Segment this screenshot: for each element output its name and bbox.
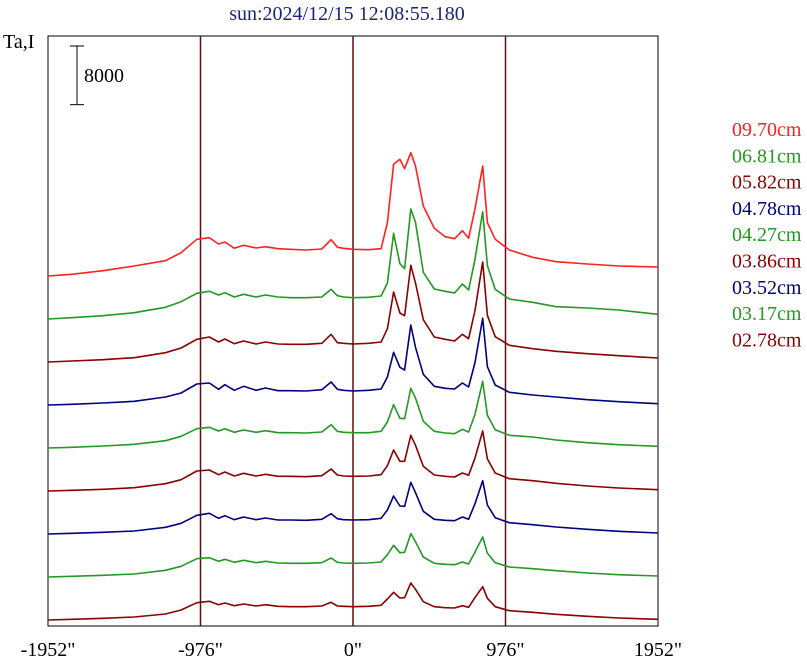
series-line-05.82cm bbox=[47, 261, 659, 363]
series-layer bbox=[47, 151, 659, 621]
legend-entry-05.82cm: 05.82cm bbox=[732, 172, 802, 194]
legend-entry-09.70cm: 09.70cm bbox=[732, 119, 802, 141]
series-line-06.81cm bbox=[47, 208, 659, 320]
legend-entry-06.81cm: 06.81cm bbox=[732, 145, 802, 167]
series-line-03.52cm bbox=[47, 479, 659, 535]
x-tick-labels: -1952" -976" 0" 976" 1952" bbox=[21, 639, 683, 661]
series-line-04.78cm bbox=[47, 317, 659, 406]
x-tick-label-1: -976" bbox=[178, 639, 223, 661]
legend-entry-03.17cm: 03.17cm bbox=[732, 303, 802, 325]
x-tick-label-0: -1952" bbox=[21, 639, 76, 661]
legend-entry-02.78cm: 02.78cm bbox=[732, 329, 802, 351]
chart-title: sun:2024/12/15 12:08:55.180 bbox=[229, 3, 465, 25]
x-tick-label-3: 976" bbox=[486, 639, 524, 661]
series-line-03.17cm bbox=[47, 532, 659, 578]
series-line-09.70cm bbox=[47, 151, 659, 277]
legend: 09.70cm 06.81cm 05.82cm 04.78cm 04.27cm 03.86… bbox=[732, 119, 802, 351]
series-line-03.86cm bbox=[47, 430, 659, 492]
y-axis-label: Ta,I bbox=[3, 31, 34, 53]
legend-entry-04.78cm: 04.78cm bbox=[732, 198, 802, 220]
x-tick-label-2: 0" bbox=[344, 639, 362, 661]
scale-bar-label: 8000 bbox=[84, 65, 124, 87]
legend-entry-03.86cm: 03.86cm bbox=[732, 251, 802, 273]
legend-entry-04.27cm: 04.27cm bbox=[732, 224, 802, 246]
reference-lines bbox=[199, 36, 507, 626]
series-line-02.78cm bbox=[47, 582, 659, 621]
x-tick-label-4: 1952" bbox=[634, 639, 682, 661]
scale-bar: 8000 bbox=[70, 45, 124, 106]
legend-entry-03.52cm: 03.52cm bbox=[732, 277, 802, 299]
series-line-04.27cm bbox=[47, 380, 659, 449]
